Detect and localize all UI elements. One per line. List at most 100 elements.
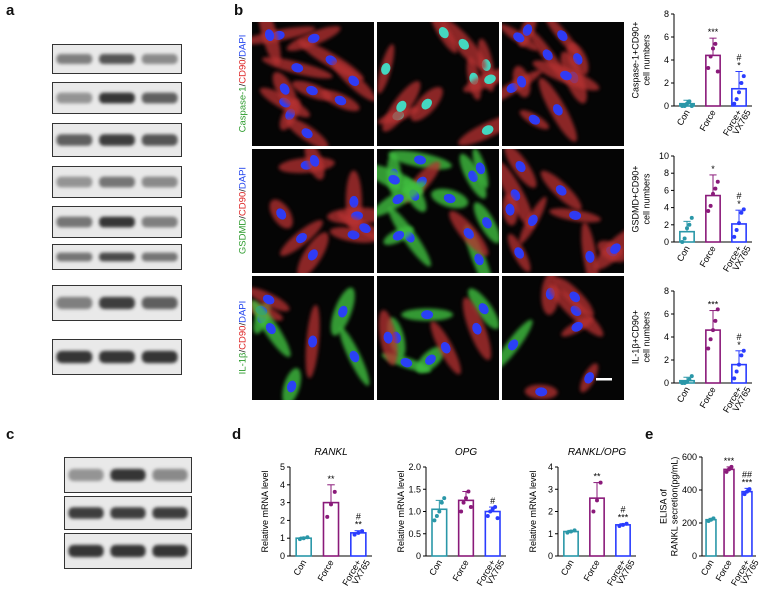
data-point (732, 234, 737, 239)
y-tick-label: 0 (416, 551, 421, 561)
significance-mark: * (737, 340, 741, 350)
data-point (715, 179, 720, 184)
cell (458, 114, 499, 146)
x-tick-label: Con (291, 558, 308, 577)
data-point (439, 500, 444, 505)
y-tick-label: 4 (548, 462, 553, 472)
y-tick-label: 0 (692, 551, 697, 561)
y-tick-label: 2 (280, 515, 285, 525)
micro-row-title-0: Caspase-1/CD90/DAPI (238, 22, 249, 146)
significance-mark: ** (327, 474, 335, 484)
significance-mark: *** (708, 300, 719, 310)
cell (269, 199, 293, 229)
chart-caspase1-cd90: 0 2 4 6 8 Caspase-1+CD90+ cell numbers Con *** Fo… (622, 6, 758, 146)
cell (401, 308, 454, 321)
data-point (459, 509, 464, 514)
blot-a-1 (52, 82, 182, 114)
cell (561, 317, 594, 337)
blot-c-1 (64, 496, 192, 530)
micrograph-r0-c1 (377, 22, 499, 146)
data-point (442, 496, 447, 501)
data-point (325, 514, 330, 519)
x-tick-label: Con (675, 108, 692, 127)
bar-0 (431, 508, 448, 557)
cell (540, 170, 582, 211)
data-point (572, 528, 577, 533)
data-point (708, 203, 713, 208)
data-point (595, 498, 599, 503)
significance-mark: # (620, 505, 625, 515)
panel-letter-d: d (232, 426, 242, 443)
blot-band (141, 92, 178, 104)
blot-band (56, 296, 93, 310)
cell (331, 60, 374, 102)
y-tick-label: 0 (664, 237, 669, 247)
blot-a-0 (52, 44, 182, 74)
blot-a-4 (52, 206, 182, 238)
blot-band (56, 53, 93, 65)
y-axis-label: Relative mRNA level (396, 470, 406, 552)
blot-band (99, 92, 135, 104)
cell (468, 288, 499, 330)
cell (430, 22, 458, 54)
cell (459, 153, 487, 199)
data-point (680, 240, 685, 244)
micrograph-r0-c0 (252, 22, 374, 146)
data-point (711, 46, 715, 51)
significance-mark: ## (742, 469, 752, 479)
stain-part: GSDMD (237, 218, 249, 255)
bar-1 (322, 501, 340, 557)
significance-mark: # (736, 332, 741, 342)
data-point (713, 186, 718, 191)
y-tick-label: 0.5 (408, 529, 421, 539)
cell (282, 368, 302, 400)
significance-mark: * (711, 164, 715, 174)
blot-band (110, 507, 146, 519)
cell (519, 110, 550, 130)
data-point (565, 530, 570, 535)
blot-band (110, 468, 146, 482)
cell (330, 287, 355, 336)
data-point (734, 227, 739, 232)
cell (285, 117, 329, 146)
data-point (706, 209, 711, 214)
cell (580, 363, 599, 393)
y-axis-label: Relative mRNA level (528, 470, 538, 552)
data-point (713, 318, 718, 323)
blot-band (99, 216, 135, 228)
x-tick-label: Con (675, 244, 692, 263)
x-tick-label: Force (316, 558, 336, 583)
cell (502, 319, 533, 371)
data-point (727, 467, 731, 472)
data-point (711, 516, 716, 521)
data-point (569, 529, 573, 534)
y-axis-label: cell numbers (642, 311, 652, 363)
y-tick-label: 3 (280, 498, 285, 508)
y-tick-label: 5 (280, 462, 285, 472)
stain-part: CD90 (237, 59, 249, 84)
y-tick-label: 0 (664, 378, 669, 388)
chart-gsdmd-cd90: 0 2 4 6 8 10 GSDMD+CD90+ cell numbers Con * Force #… (622, 148, 758, 282)
blot-band (56, 216, 93, 228)
data-point (621, 522, 625, 527)
blot-band (99, 134, 135, 146)
data-point (741, 74, 746, 79)
blot-band (68, 468, 104, 482)
y-tick-label: 2.0 (408, 462, 421, 472)
stain-part: DAPI (237, 34, 249, 57)
data-point (711, 191, 715, 196)
blot-a-7 (52, 339, 182, 375)
data-point (352, 532, 357, 537)
cell (383, 226, 414, 245)
blot-a-2 (52, 123, 182, 157)
blot-band (68, 544, 104, 558)
blot-band (152, 544, 188, 558)
cell (410, 86, 443, 122)
stain-part: IL-1β (237, 352, 249, 375)
y-tick-label: 6 (664, 32, 669, 42)
cell (449, 210, 489, 257)
bar-0 (705, 518, 717, 557)
bar-0 (563, 530, 579, 557)
chart-rankl-mrna: RANKL 0 1 2 3 4 5 Relative mRNA level Con ** Force… (244, 443, 378, 608)
data-point (689, 374, 694, 379)
